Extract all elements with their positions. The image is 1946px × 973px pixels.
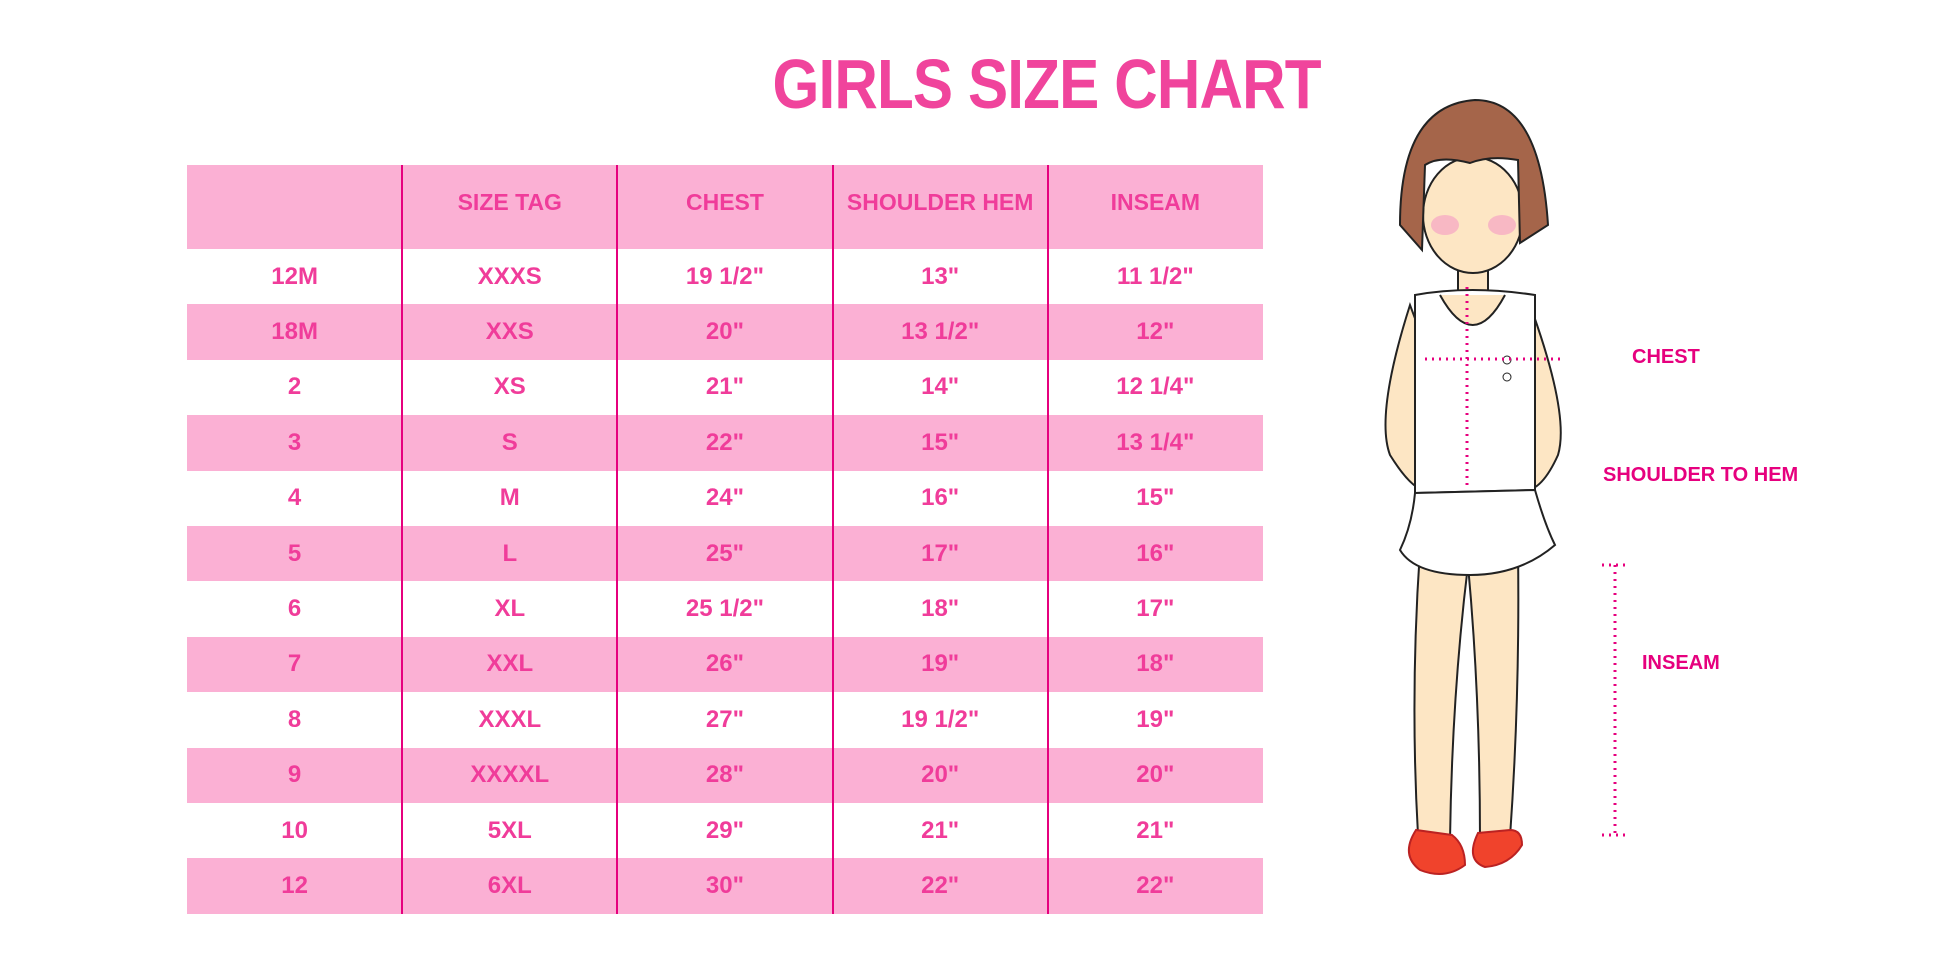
chest-label: CHEST [1632, 346, 1700, 368]
table-cell: 21" [705, 373, 744, 401]
table-cell: XXXL [478, 705, 542, 733]
table-cell: XL [494, 595, 526, 623]
table-cell: M [499, 484, 520, 512]
table-cell: 30" [705, 871, 744, 899]
column-header: INSEAM [1110, 189, 1201, 215]
table-cell: 22" [1136, 871, 1175, 899]
table-cell: 6XL [487, 871, 532, 899]
table-cell: 20" [921, 761, 960, 789]
table-cell: 5XL [487, 816, 532, 844]
column-header [187, 165, 402, 249]
table-cell: 12 1/4" [1116, 373, 1195, 401]
table-cell: 2 [287, 373, 302, 401]
table-row: 18M XXS 20" 13 1/2" 12" [187, 304, 1263, 360]
table-cell: S [501, 428, 518, 456]
table-cell: 19" [921, 650, 960, 678]
table-cell: 29" [705, 816, 744, 844]
table-cell: 28" [705, 761, 744, 789]
column-header: SHOULDER HEM [846, 189, 1034, 215]
page-title: GIRLS SIZE CHART [772, 45, 1322, 123]
table-cell: 27" [705, 705, 744, 733]
column-header: CHEST [685, 189, 764, 215]
table-row: 4 M 24" 16" 15" [187, 471, 1263, 526]
table-cell: 12" [1136, 318, 1175, 346]
table-cell: 22" [705, 428, 744, 456]
table-cell: 20" [705, 318, 744, 346]
girl-illustration [1370, 95, 1670, 920]
table-cell: 9 [287, 761, 302, 789]
table-cell: 10 [281, 816, 308, 844]
table-cell: 11 1/2" [1116, 262, 1194, 290]
table-cell: XXXXL [470, 761, 550, 789]
column-divider [401, 165, 404, 914]
table-cell: 25 1/2" [685, 595, 765, 623]
column-header: SIZE TAG [457, 189, 562, 215]
table-cell: 19" [1136, 705, 1175, 733]
table-cell: 12 [281, 871, 308, 899]
table-cell: XXXS [477, 262, 542, 290]
shoulder-to-hem-label: SHOULDER TO HEM [1603, 464, 1799, 486]
table-cell: 20" [1136, 761, 1175, 789]
table-cell: 13 1/2" [901, 318, 980, 346]
table-cell: 18" [921, 595, 960, 623]
table-cell: 7 [287, 650, 302, 678]
table-cell: XS [493, 373, 526, 401]
column-divider [831, 165, 834, 914]
table-row: 12M XXXS 19 1/2" 13" 11 1/2" [187, 249, 1263, 304]
table-cell: 18M [271, 318, 318, 346]
table-cell: 22" [921, 871, 960, 899]
table-row: 2 XS 21" 14" 12 1/4" [187, 360, 1263, 415]
table-row: 7 XXL 26" 19" 18" [187, 636, 1263, 693]
table-cell: 17" [1136, 595, 1175, 623]
table-cell: 8 [287, 705, 302, 733]
table-cell: 21" [1136, 816, 1175, 844]
table-cell: XXL [486, 650, 534, 678]
table-header-row: SIZE TAG CHEST SHOULDER HEM INSEAM [187, 165, 1263, 249]
table-cell: XXS [485, 318, 534, 346]
table-cell: L [502, 539, 518, 567]
size-chart-table: SIZE TAG CHEST SHOULDER HEM INSEAM 12M XXXS 19… [187, 165, 1263, 914]
table-cell: 16" [1136, 539, 1175, 567]
table-cell: 17" [921, 539, 960, 567]
table-cell: 18" [1136, 650, 1175, 678]
table-cell: 12M [271, 262, 318, 290]
table-row: 5 L 25" 17" 16" [187, 525, 1263, 582]
table-row: 6 XL 25 1/2" 18" 17" [187, 581, 1263, 636]
table-cell: 21" [921, 816, 960, 844]
table-cell: 3 [287, 428, 302, 456]
inseam-label: INSEAM [1642, 652, 1720, 674]
table-cell: 5 [287, 539, 302, 567]
table-cell: 25" [705, 539, 744, 567]
table-cell: 15" [1136, 484, 1175, 512]
table-row: 3 S 22" 15" 13 1/4" [187, 415, 1263, 471]
table-row: 9 XXXXL 28" 20" 20" [187, 747, 1263, 803]
table-cell: 24" [705, 484, 744, 512]
column-divider [1046, 165, 1049, 914]
table-cell: 13 1/4" [1116, 428, 1195, 456]
table-cell: 13" [921, 262, 960, 290]
table-cell: 6 [287, 595, 302, 623]
table-cell: 19 1/2" [901, 705, 980, 733]
table-row: 10 5XL 29" 21" 21" [187, 803, 1263, 858]
table-row: 12 6XL 30" 22" 22" [187, 858, 1263, 914]
table-cell: 15" [921, 428, 960, 456]
table-cell: 16" [921, 484, 960, 512]
table-cell: 14" [921, 373, 960, 401]
table-cell: 19 1/2" [685, 262, 765, 290]
table-cell: 26" [705, 650, 744, 678]
column-divider [616, 165, 619, 914]
table-row: 8 XXXL 27" 19 1/2" 19" [187, 692, 1263, 747]
table-cell: 4 [287, 484, 302, 512]
